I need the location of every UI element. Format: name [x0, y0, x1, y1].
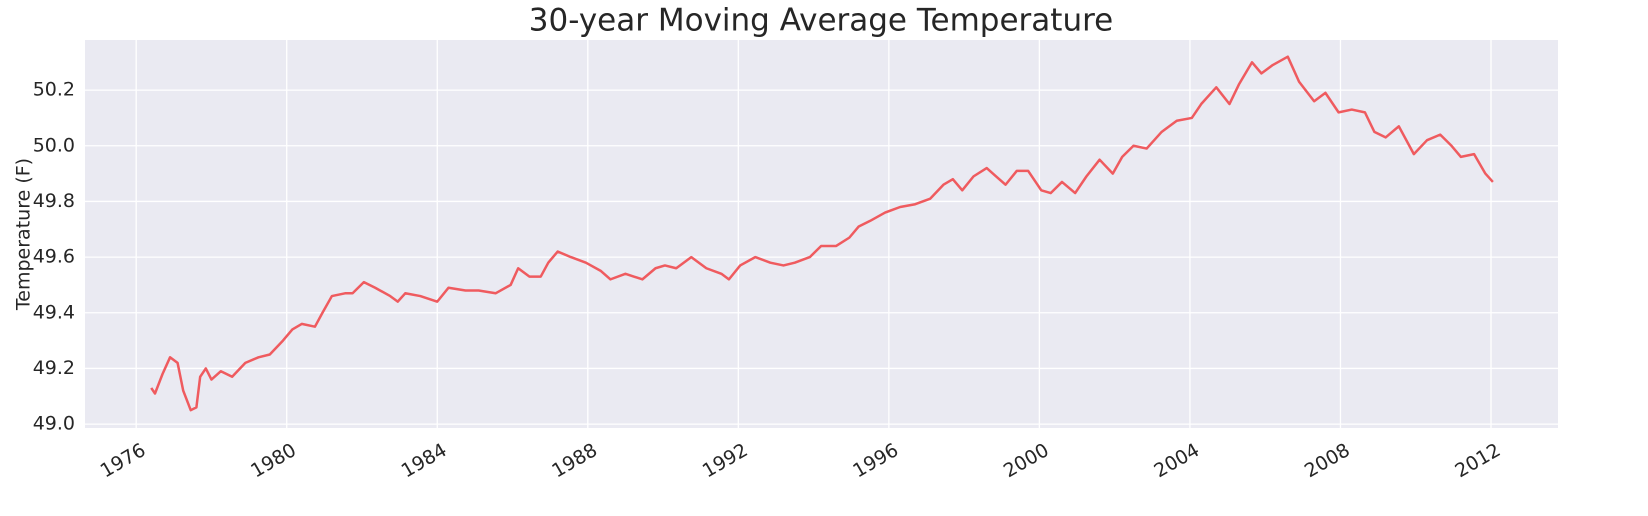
x-tick-label: 2008	[1301, 439, 1354, 482]
y-axis-label: Temperature (F)	[13, 158, 35, 311]
x-tick-label: 1980	[247, 439, 300, 482]
x-tick-label: 2004	[1150, 439, 1203, 482]
x-tick-label: 1996	[849, 439, 902, 482]
x-tick-label: 1984	[398, 439, 451, 482]
x-tick-label: 1976	[97, 439, 150, 482]
y-tick-label: 49.4	[33, 301, 75, 323]
y-tick-label: 49.2	[33, 357, 75, 379]
x-tick-label: 1988	[548, 439, 601, 482]
y-tick-label: 49.8	[33, 190, 75, 212]
plot-area	[85, 40, 1558, 428]
line	[150, 55, 1494, 412]
y-tick-label: 49.6	[33, 246, 75, 268]
x-tick-label: 2000	[1000, 439, 1053, 482]
y-tick-label: 50.0	[33, 134, 75, 156]
y-tick-label: 50.2	[33, 79, 75, 101]
x-tick-label: 2012	[1451, 439, 1504, 482]
y-tick-label: 49.0	[33, 413, 75, 435]
chart-title: 30-year Moving Average Temperature	[529, 3, 1113, 39]
x-tick-label: 1992	[699, 439, 752, 482]
